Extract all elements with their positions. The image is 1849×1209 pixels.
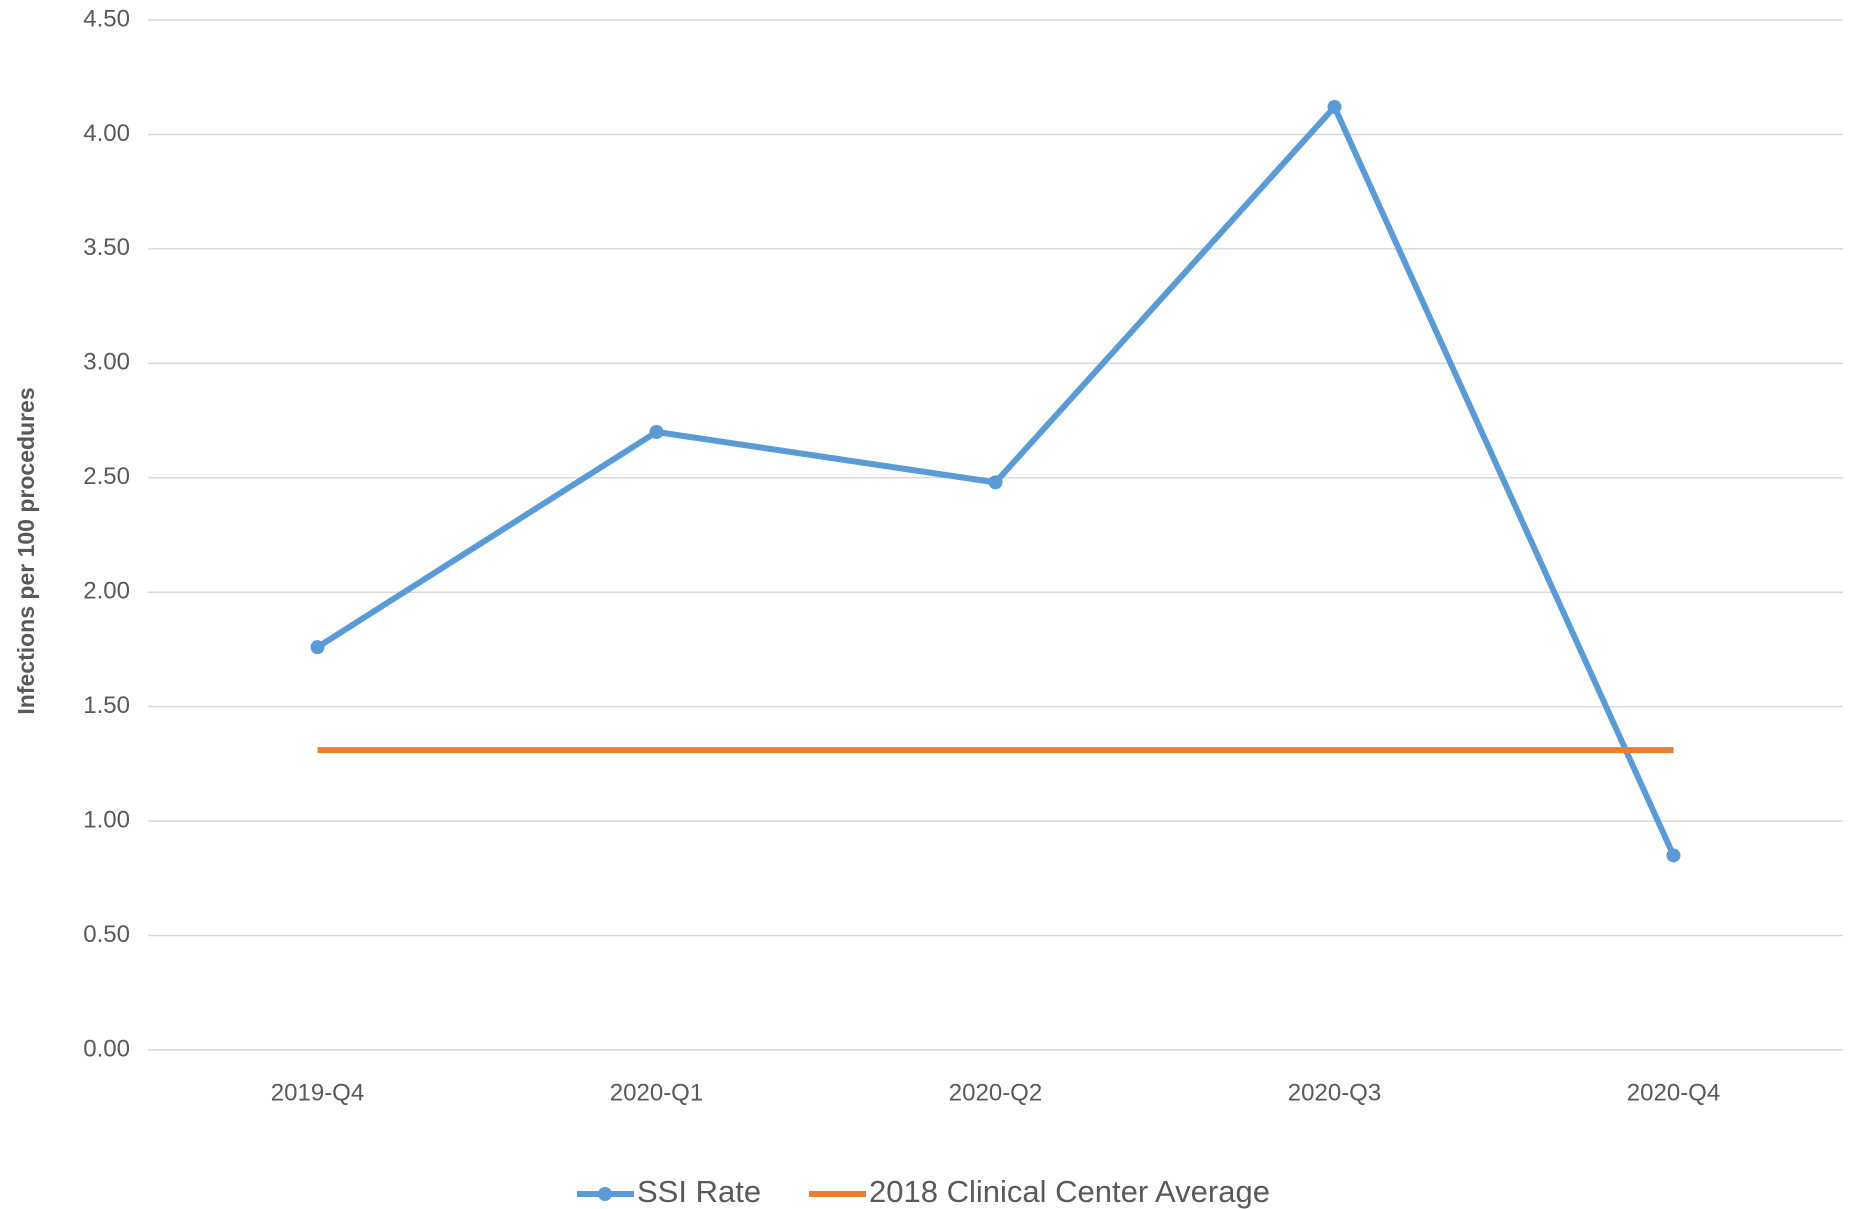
legend-label: SSI Rate	[637, 1174, 761, 1209]
y-tick-label: 3.50	[83, 234, 130, 261]
y-tick-label: 0.00	[83, 1035, 130, 1062]
y-tick-label: 4.50	[83, 5, 130, 32]
x-tick-label: 2020-Q1	[610, 1079, 703, 1106]
point	[1666, 848, 1681, 863]
y-tick-label: 1.00	[83, 806, 130, 833]
x-tick-label: 2020-Q4	[1627, 1079, 1720, 1106]
point	[988, 475, 1003, 490]
y-axis-title: Infections per 100 procedures	[13, 387, 39, 714]
legend-marker	[598, 1187, 612, 1201]
y-tick-label: 3.00	[83, 349, 130, 376]
point	[649, 425, 664, 439]
point	[1327, 99, 1342, 114]
y-tick-label: 2.00	[83, 578, 130, 605]
x-tick-label: 2020-Q3	[1288, 1079, 1381, 1106]
y-tick-label: 4.00	[83, 120, 130, 147]
x-tick-label: 2020-Q2	[949, 1079, 1042, 1106]
legend-label: 2018 Clinical Center Average	[869, 1174, 1270, 1209]
x-tick-label: 2019-Q4	[271, 1079, 364, 1106]
y-tick-label: 0.50	[83, 921, 130, 948]
point	[310, 640, 325, 655]
y-tick-label: 1.50	[83, 692, 130, 719]
y-tick-label: 2.50	[83, 463, 130, 490]
